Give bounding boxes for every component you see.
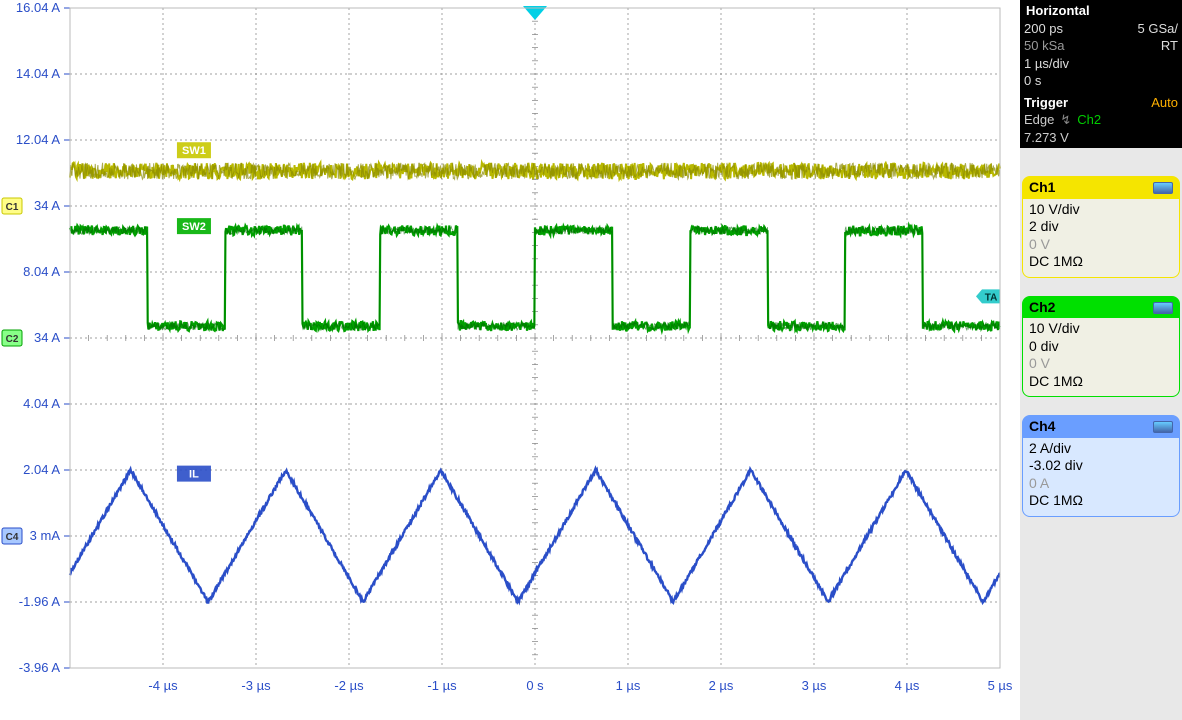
ch-pos: 0 div	[1029, 338, 1173, 356]
trigger-type: Edge	[1024, 111, 1054, 129]
ch-coupling: DC 1MΩ	[1029, 253, 1173, 271]
svg-text:34 A: 34 A	[34, 198, 60, 213]
ch-vdiv: 2 A/div	[1029, 440, 1173, 458]
svg-text:3 mA: 3 mA	[30, 528, 61, 543]
horiz-record: 50 kSa	[1024, 37, 1064, 55]
svg-text:C1: C1	[6, 202, 19, 213]
ch-pos: 2 div	[1029, 218, 1173, 236]
svg-text:12.04 A: 12.04 A	[16, 132, 60, 147]
svg-text:2 µs: 2 µs	[709, 678, 734, 693]
svg-text:3 µs: 3 µs	[802, 678, 827, 693]
oscilloscope-plot: -4 µs -3 µs -2 µs -1 µs 0 s 1 µs 2 µs 3 µs 4 µs 5…	[0, 0, 1020, 720]
channel-toggle-icon[interactable]	[1153, 421, 1173, 433]
ch-vdiv: 10 V/div	[1029, 320, 1173, 338]
svg-text:IL: IL	[189, 469, 199, 481]
svg-text:8.04 A: 8.04 A	[23, 264, 60, 279]
svg-text:-3 µs: -3 µs	[241, 678, 271, 693]
horiz-resolution: 200 ps	[1024, 20, 1063, 38]
svg-text:4.04 A: 4.04 A	[23, 396, 60, 411]
ch-coupling: DC 1MΩ	[1029, 373, 1173, 391]
channel-name: Ch4	[1029, 418, 1055, 436]
svg-text:C2: C2	[6, 334, 19, 345]
svg-text:C4: C4	[6, 532, 19, 543]
svg-text:-1.96 A: -1.96 A	[19, 594, 61, 609]
svg-text:1 µs: 1 µs	[616, 678, 641, 693]
svg-text:SW2: SW2	[182, 221, 206, 233]
ch-offset: 0 A	[1029, 475, 1173, 493]
horiz-timediv: 1 µs/div	[1024, 55, 1178, 73]
channel-panel-ch4[interactable]: Ch4 2 A/div-3.02 div0 ADC 1MΩ	[1022, 415, 1180, 517]
trigger-mode: Auto	[1151, 94, 1178, 112]
svg-text:-2 µs: -2 µs	[334, 678, 364, 693]
ch-offset: 0 V	[1029, 355, 1173, 373]
svg-text:5 µs: 5 µs	[988, 678, 1013, 693]
svg-text:TA: TA	[985, 292, 998, 303]
horizontal-title: Horizontal	[1024, 2, 1178, 20]
svg-text:SW1: SW1	[182, 145, 206, 157]
ch-pos: -3.02 div	[1029, 457, 1173, 475]
ch-coupling: DC 1MΩ	[1029, 492, 1173, 510]
channel-name: Ch2	[1029, 299, 1055, 317]
sidebar: Horizontal 200 ps 5 GSa/ 50 kSa RT 1 µs/…	[1020, 0, 1182, 720]
svg-text:34 A: 34 A	[34, 330, 60, 345]
horiz-offset: 0 s	[1024, 72, 1178, 90]
trigger-source: Ch2	[1077, 111, 1101, 129]
channel-toggle-icon[interactable]	[1153, 302, 1173, 314]
ch-offset: 0 V	[1029, 236, 1173, 254]
svg-text:16.04 A: 16.04 A	[16, 0, 60, 15]
ch-vdiv: 10 V/div	[1029, 201, 1173, 219]
svg-text:-4 µs: -4 µs	[148, 678, 178, 693]
trigger-panel: Trigger Auto Edge ↯ Ch2 7.273 V	[1020, 92, 1182, 149]
svg-text:14.04 A: 14.04 A	[16, 66, 60, 81]
trigger-edge-icon: ↯	[1060, 111, 1071, 129]
svg-text:-1 µs: -1 µs	[427, 678, 457, 693]
trigger-level: 7.273 V	[1024, 129, 1178, 147]
horiz-mode: RT	[1161, 37, 1178, 55]
horiz-sample-rate: 5 GSa/	[1138, 20, 1178, 38]
svg-text:0 s: 0 s	[526, 678, 544, 693]
trigger-title: Trigger	[1024, 94, 1068, 112]
svg-text:4 µs: 4 µs	[895, 678, 920, 693]
channel-panel-ch1[interactable]: Ch1 10 V/div2 div0 VDC 1MΩ	[1022, 176, 1180, 278]
horizontal-panel: Horizontal 200 ps 5 GSa/ 50 kSa RT 1 µs/…	[1020, 0, 1182, 92]
channel-name: Ch1	[1029, 179, 1055, 197]
svg-text:-3.96 A: -3.96 A	[19, 660, 61, 675]
channel-toggle-icon[interactable]	[1153, 182, 1173, 194]
svg-text:2.04 A: 2.04 A	[23, 462, 60, 477]
channel-panel-ch2[interactable]: Ch2 10 V/div0 div0 VDC 1MΩ	[1022, 296, 1180, 398]
